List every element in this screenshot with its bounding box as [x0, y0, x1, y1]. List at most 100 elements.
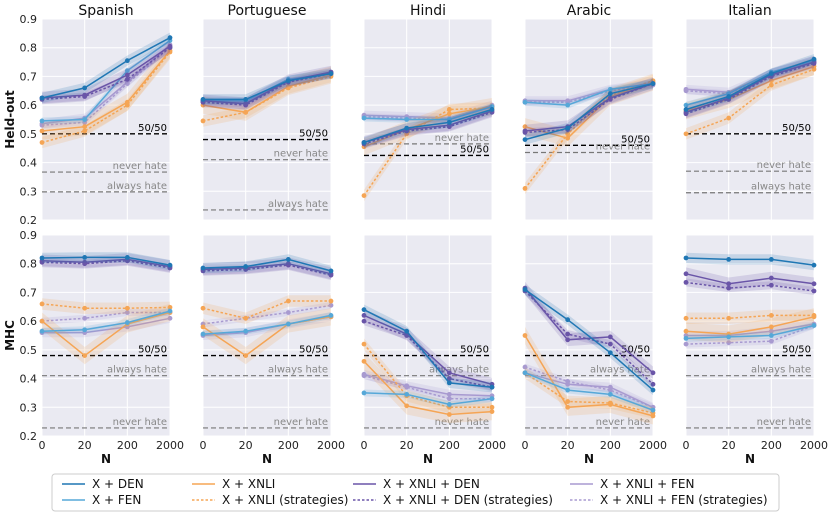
point-xnli_s — [565, 399, 571, 404]
reference-label-always: always hate — [107, 365, 167, 376]
reference-label-fifty: 50/50 — [299, 129, 328, 140]
reference-label-never: never hate — [757, 160, 811, 171]
x-tick-label: 200 — [117, 439, 138, 452]
reference-label-never: never hate — [274, 417, 328, 428]
y-tick-label: 0.7 — [20, 286, 38, 299]
point-xden — [565, 337, 571, 343]
band-den — [203, 254, 331, 277]
series-line-xnli_s — [363, 343, 492, 409]
point-xfen — [361, 371, 367, 377]
point-den — [565, 125, 571, 131]
column-title: Portuguese — [228, 3, 307, 19]
point-den — [489, 107, 495, 112]
band-xnli — [364, 352, 492, 424]
point-xden_s — [811, 288, 817, 294]
reference-label-never: never hate — [113, 417, 167, 428]
point-den — [328, 71, 334, 76]
point-den — [565, 317, 571, 323]
column-title: Hindi — [410, 3, 446, 19]
point-xden — [285, 261, 291, 267]
point-xfen — [404, 383, 410, 389]
point-xnli_s — [726, 315, 732, 321]
reference-label-fifty: 50/50 — [782, 345, 811, 356]
point-xnli_s — [124, 305, 130, 311]
point-den — [726, 257, 732, 262]
x-tick-label: 200 — [439, 439, 460, 452]
point-fen — [361, 115, 367, 121]
series-line-xnli — [41, 311, 171, 357]
point-xnli — [565, 135, 571, 141]
point-xnli_s — [489, 404, 495, 410]
point-den — [683, 107, 689, 112]
reference-label-never: never hate — [435, 417, 489, 428]
point-fen — [768, 333, 774, 338]
point-den — [39, 95, 45, 101]
series-line-xden_s — [41, 260, 171, 269]
point-den — [489, 384, 495, 390]
reference-label-never: never hate — [596, 142, 650, 153]
series-line-xfen — [524, 372, 654, 408]
series-line-xfen_s — [524, 366, 654, 408]
point-xnli_s — [243, 315, 249, 321]
x-tick-label: 2000 — [317, 439, 345, 452]
band-den — [686, 252, 814, 271]
point-xfen_s — [683, 341, 689, 347]
x-tick-label: 200 — [761, 439, 782, 452]
x-tick-label: 0 — [683, 439, 690, 452]
legend-label-xden: X + XNLI + DEN — [383, 477, 480, 491]
series-line-xden — [685, 273, 815, 285]
point-fen — [522, 99, 528, 105]
point-xden — [811, 281, 817, 287]
point-xnli_s — [768, 313, 774, 318]
point-xnli_s — [200, 305, 206, 311]
series-line-fen — [363, 392, 493, 406]
point-den — [167, 262, 173, 268]
y-axis-label: MHC — [3, 320, 17, 351]
x-tick-label: 20 — [561, 439, 575, 452]
point-xfen_s — [446, 396, 452, 402]
band-xfen — [364, 369, 492, 401]
series-line-xnli_s — [41, 51, 171, 144]
column-title: Spanish — [78, 3, 133, 19]
reference-label-always: always hate — [268, 199, 328, 210]
reference-label-always: always hate — [590, 365, 650, 376]
point-xnli — [522, 124, 528, 130]
point-xnli — [243, 353, 249, 358]
point-fen — [607, 391, 613, 397]
point-xden_s — [726, 285, 732, 291]
plot-area — [525, 19, 653, 220]
band-xfen — [525, 79, 653, 106]
point-xden — [683, 271, 689, 277]
y-tick-label: 0.6 — [20, 99, 38, 112]
point-xden — [650, 370, 656, 376]
y-tick-label: 0.4 — [20, 157, 38, 170]
series-line-xfen_s — [41, 311, 170, 322]
x-tick-label: 20 — [78, 439, 92, 452]
point-den — [650, 387, 656, 393]
point-den — [446, 119, 452, 125]
point-xden — [726, 281, 732, 287]
series-line-xden — [685, 61, 815, 114]
point-xnli — [361, 358, 367, 364]
point-den — [726, 94, 732, 99]
point-fen — [82, 117, 88, 122]
series-line-xfen — [363, 104, 493, 119]
point-xfen — [683, 86, 689, 92]
point-xnli_s — [39, 301, 45, 307]
x-tick-label: 2000 — [800, 439, 828, 452]
plot-area — [203, 19, 331, 220]
point-xfen — [565, 381, 571, 387]
x-tick-label: 2000 — [156, 439, 184, 452]
point-xden_s — [565, 331, 571, 337]
x-tick-label: 2000 — [639, 439, 667, 452]
series-line-den — [41, 37, 171, 99]
band-xnli_s — [42, 46, 170, 149]
reference-label-never: never hate — [113, 161, 167, 172]
panel-heldout-spanish: 50/50 never hate always hate 0.2 0.3 0.4 0.5 0.… — [20, 13, 173, 227]
point-xnli_s — [82, 305, 88, 311]
series-line-fen — [41, 310, 171, 332]
series-line-den — [524, 288, 654, 391]
legend-label-xfen_s: X + XNLI + FEN (strategies) — [600, 493, 768, 507]
point-xnli — [200, 324, 206, 330]
series-line-fen — [524, 82, 654, 106]
